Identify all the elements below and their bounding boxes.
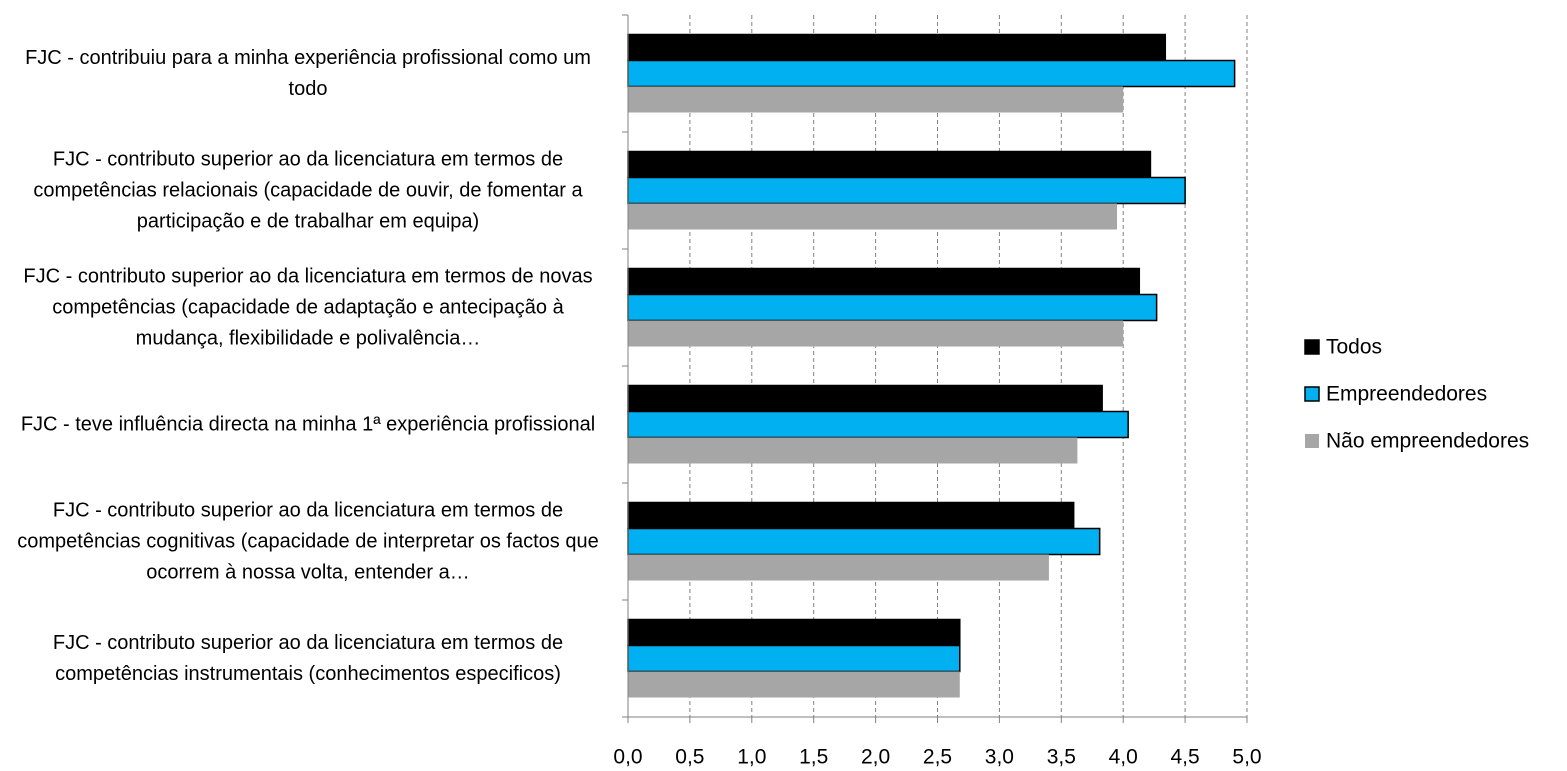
bar [627,644,961,673]
legend-label: Não empreendedores [1326,430,1529,453]
bar [628,320,1124,347]
bar [627,267,1141,296]
x-tick-label: 3,0 [985,746,1014,769]
x-tick-label: 0,0 [613,746,642,769]
bar [627,293,1158,322]
legend-swatch [1304,339,1320,355]
legend-swatch [1305,434,1319,448]
x-tick-label: 5,0 [1232,746,1261,769]
x-tick-label: 2,5 [923,746,952,769]
y-tick-label: FJC - contributo superior ao da licencia… [23,265,593,349]
x-tick-label: 1,0 [737,746,766,769]
y-tick-label: FJC - contributo superior ao da licencia… [33,148,583,232]
bar [628,554,1049,581]
bar [627,410,1129,439]
bar [627,176,1186,205]
x-tick-label: 4,5 [1170,746,1199,769]
bar [628,203,1118,230]
bar [628,671,960,698]
legend-label: Todos [1326,336,1382,359]
x-tick-label: 3,5 [1047,746,1076,769]
legend-label: Empreendedores [1326,383,1487,406]
bar [627,150,1152,179]
x-tick-label: 1,5 [799,746,828,769]
legend-swatch [1304,386,1320,402]
bar [628,437,1078,464]
x-tick-label: 2,0 [861,746,890,769]
bar [627,33,1167,62]
y-tick-label: FJC - contributo superior ao da licencia… [52,631,564,685]
y-tick-label: FJC - contribuiu para a minha experiênci… [25,46,591,100]
bar [628,86,1124,113]
x-tick-label: 4,0 [1109,746,1138,769]
bar [627,384,1103,413]
y-tick-label: FJC - teve influência directa na minha 1… [20,413,596,435]
bar [627,59,1236,88]
bar [627,501,1075,530]
x-tick-label: 0,5 [675,746,704,769]
bar [627,527,1101,556]
bar [627,618,961,647]
y-tick-label: FJC - contributo superior ao da licencia… [17,499,599,583]
